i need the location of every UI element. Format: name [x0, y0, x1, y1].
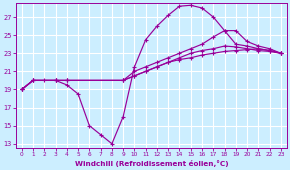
X-axis label: Windchill (Refroidissement éolien,°C): Windchill (Refroidissement éolien,°C) [75, 159, 228, 167]
